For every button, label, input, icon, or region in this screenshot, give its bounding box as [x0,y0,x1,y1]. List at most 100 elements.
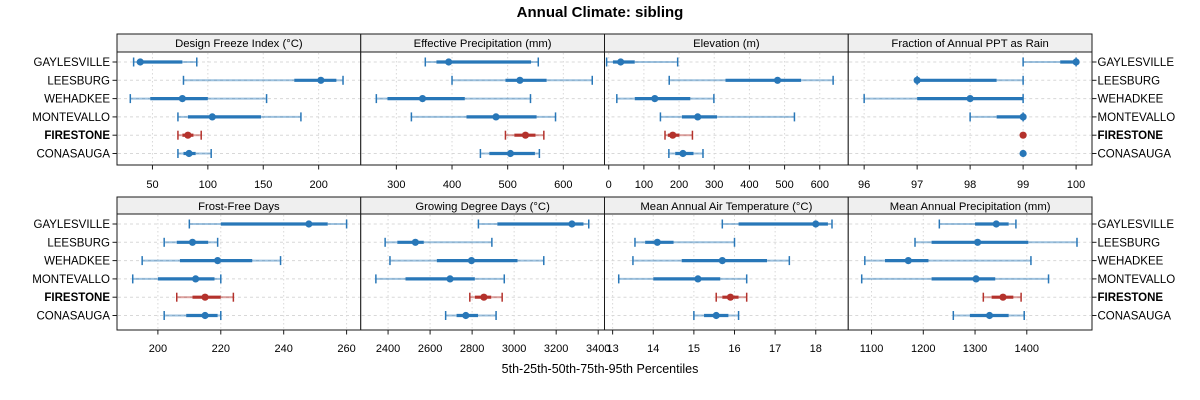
median-dot [188,238,197,246]
panel-strip-title: Effective Precipitation (mm) [414,38,552,50]
site-label-left: WEHADKEE [44,256,110,268]
site-label-left: MONTEVALLO [32,274,110,286]
median-dot [718,257,726,265]
median-dot [651,95,659,103]
median-dot [184,131,192,139]
site-label-right: WEHADKEE [1098,94,1164,106]
median-dot [1019,113,1027,121]
figure-title: Annual Climate: sibling [516,4,684,21]
site-label-left: WEHADKEE [44,94,110,106]
median-dot [516,76,524,84]
median-dot [1019,131,1027,139]
median-dot [185,149,193,158]
median-dot [972,275,980,283]
panel-background [604,52,849,165]
median-dot [317,76,325,84]
panel-strip-title: Fraction of Annual PPT as Rain [891,38,1048,50]
site-label-left: CONASAUGA [37,149,111,161]
x-axis-caption: 5th-25th-50th-75th-95th Percentiles [501,362,699,376]
site-label-right: FIRESTONE [1098,130,1164,142]
median-dot [992,220,1000,228]
site-label-right: MONTEVALLO [1098,274,1176,286]
x-axis-tick-label: 200 [149,343,167,355]
median-dot [201,311,209,320]
x-axis-tick-label: 300 [387,179,405,191]
site-label-right: FIRESTONE [1098,292,1164,304]
median-dot [669,131,677,139]
panel-background [360,52,605,165]
site-label-left: GAYLESVILLE [34,57,111,69]
panel-strip-title: Frost-Free Days [198,201,280,213]
x-axis-tick-label: 1200 [911,343,935,355]
median-dot [418,95,427,103]
x-axis-tick-label: 500 [498,179,516,191]
median-dot [904,257,912,265]
x-axis-tick-label: 16 [728,343,740,355]
panel-background [360,214,605,330]
x-axis-tick-label: 50 [146,179,158,191]
median-dot [467,257,476,265]
median-dot [694,275,702,283]
site-label-right: CONASAUGA [1098,311,1172,323]
median-dot [694,113,702,121]
median-dot [492,113,500,121]
median-dot [812,220,820,228]
x-axis-tick-label: 3200 [544,343,568,355]
panel-strip-title: Mean Annual Precipitation (mm) [890,201,1051,213]
site-label-left: LEESBURG [47,75,110,87]
x-axis-tick-label: 300 [705,179,723,191]
x-axis-tick-label: 97 [911,179,923,191]
median-dot [679,149,687,158]
x-axis-tick-label: 3000 [502,343,526,355]
panel-background [848,52,1092,165]
site-label-left: LEESBURG [47,237,110,249]
site-label-right: LEESBURG [1098,75,1161,87]
x-axis-tick-label: 14 [647,343,659,355]
median-dot [653,238,661,246]
x-axis-tick-label: 2600 [418,343,442,355]
median-dot [178,95,186,103]
site-label-right: CONASAUGA [1098,149,1172,161]
median-dot [568,220,576,228]
x-axis-tick-label: 600 [811,179,829,191]
x-axis-tick-label: 100 [199,179,217,191]
x-axis-tick-label: 98 [964,179,976,191]
x-axis-tick-label: 200 [670,179,688,191]
site-label-right: MONTEVALLO [1098,112,1176,124]
panel-background [117,214,361,330]
panel-background [848,214,1092,330]
median-dot [617,58,625,66]
site-label-left: FIRESTONE [44,130,110,142]
median-dot [445,58,453,66]
median-dot [208,113,216,121]
panel-strip-title: Design Freeze Index (°C) [175,38,303,50]
site-label-left: GAYLESVILLE [34,219,111,231]
panel-strip-title: Mean Annual Air Temperature (°C) [640,201,812,213]
x-axis-tick-label: 260 [337,343,355,355]
x-axis-tick-label: 400 [740,179,758,191]
median-dot [712,311,720,320]
site-label-left: CONASAUGA [37,311,111,323]
panel-border [847,51,1093,166]
x-axis-tick-label: 17 [769,343,781,355]
median-dot [305,220,313,228]
site-label-right: WEHADKEE [1098,256,1164,268]
median-dot [411,238,419,246]
x-axis-tick-label: 500 [775,179,793,191]
median-dot [480,293,488,301]
panel-border [847,213,1093,331]
median-dot [1019,149,1027,158]
x-axis-tick-label: 200 [309,179,327,191]
median-dot [201,293,209,301]
x-axis-tick-label: 1400 [1015,343,1039,355]
x-axis-tick-label: 3400 [586,343,610,355]
x-axis-tick-label: 1100 [860,343,884,355]
panel-strip-title: Elevation (m) [693,38,760,50]
panel-background [604,214,849,330]
median-dot [136,58,144,66]
median-dot [985,311,994,320]
x-axis-tick-label: 600 [554,179,572,191]
median-dot [192,275,200,283]
